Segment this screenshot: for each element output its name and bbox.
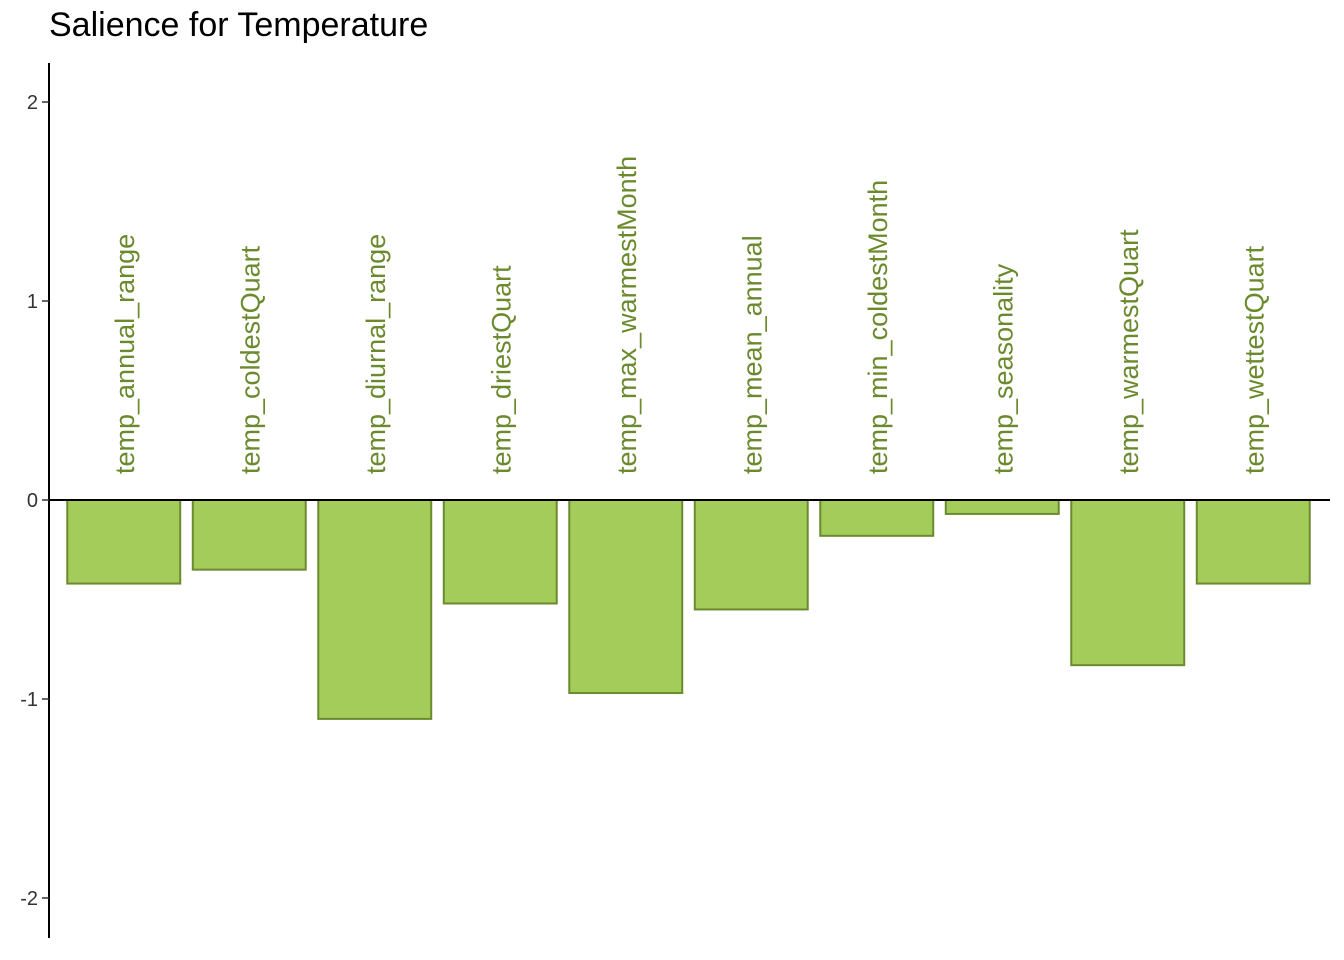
bar (317, 499, 433, 720)
category-label: temp_annual_range (110, 234, 140, 474)
bar (944, 499, 1060, 515)
category-label: temp_wettestQuart (1239, 245, 1269, 474)
bar (1195, 499, 1311, 585)
bar (819, 499, 935, 537)
category-label: temp_min_coldestMonth (863, 180, 893, 474)
bar (442, 499, 558, 605)
y-tick-label: -1 (20, 689, 38, 711)
y-tick-label: -2 (20, 888, 38, 910)
y-tick-label: 2 (27, 92, 38, 114)
bar (66, 499, 182, 585)
category-label: temp_warmestQuart (1114, 229, 1144, 474)
category-label: temp_mean_annual (737, 235, 767, 474)
category-label: temp_seasonality (988, 263, 1018, 474)
category-label: temp_max_warmestMonth (612, 156, 642, 474)
category-label: temp_coldestQuart (235, 245, 265, 474)
chart-title: Salience for Temperature (49, 6, 429, 44)
bar (568, 499, 684, 695)
y-tick-label: 1 (27, 291, 38, 313)
bar (191, 499, 307, 571)
category-label: temp_driestQuart (486, 265, 516, 474)
bar (693, 499, 809, 611)
bar (1070, 499, 1186, 667)
y-tick-label: 0 (27, 490, 38, 512)
category-label: temp_diurnal_range (361, 234, 391, 474)
